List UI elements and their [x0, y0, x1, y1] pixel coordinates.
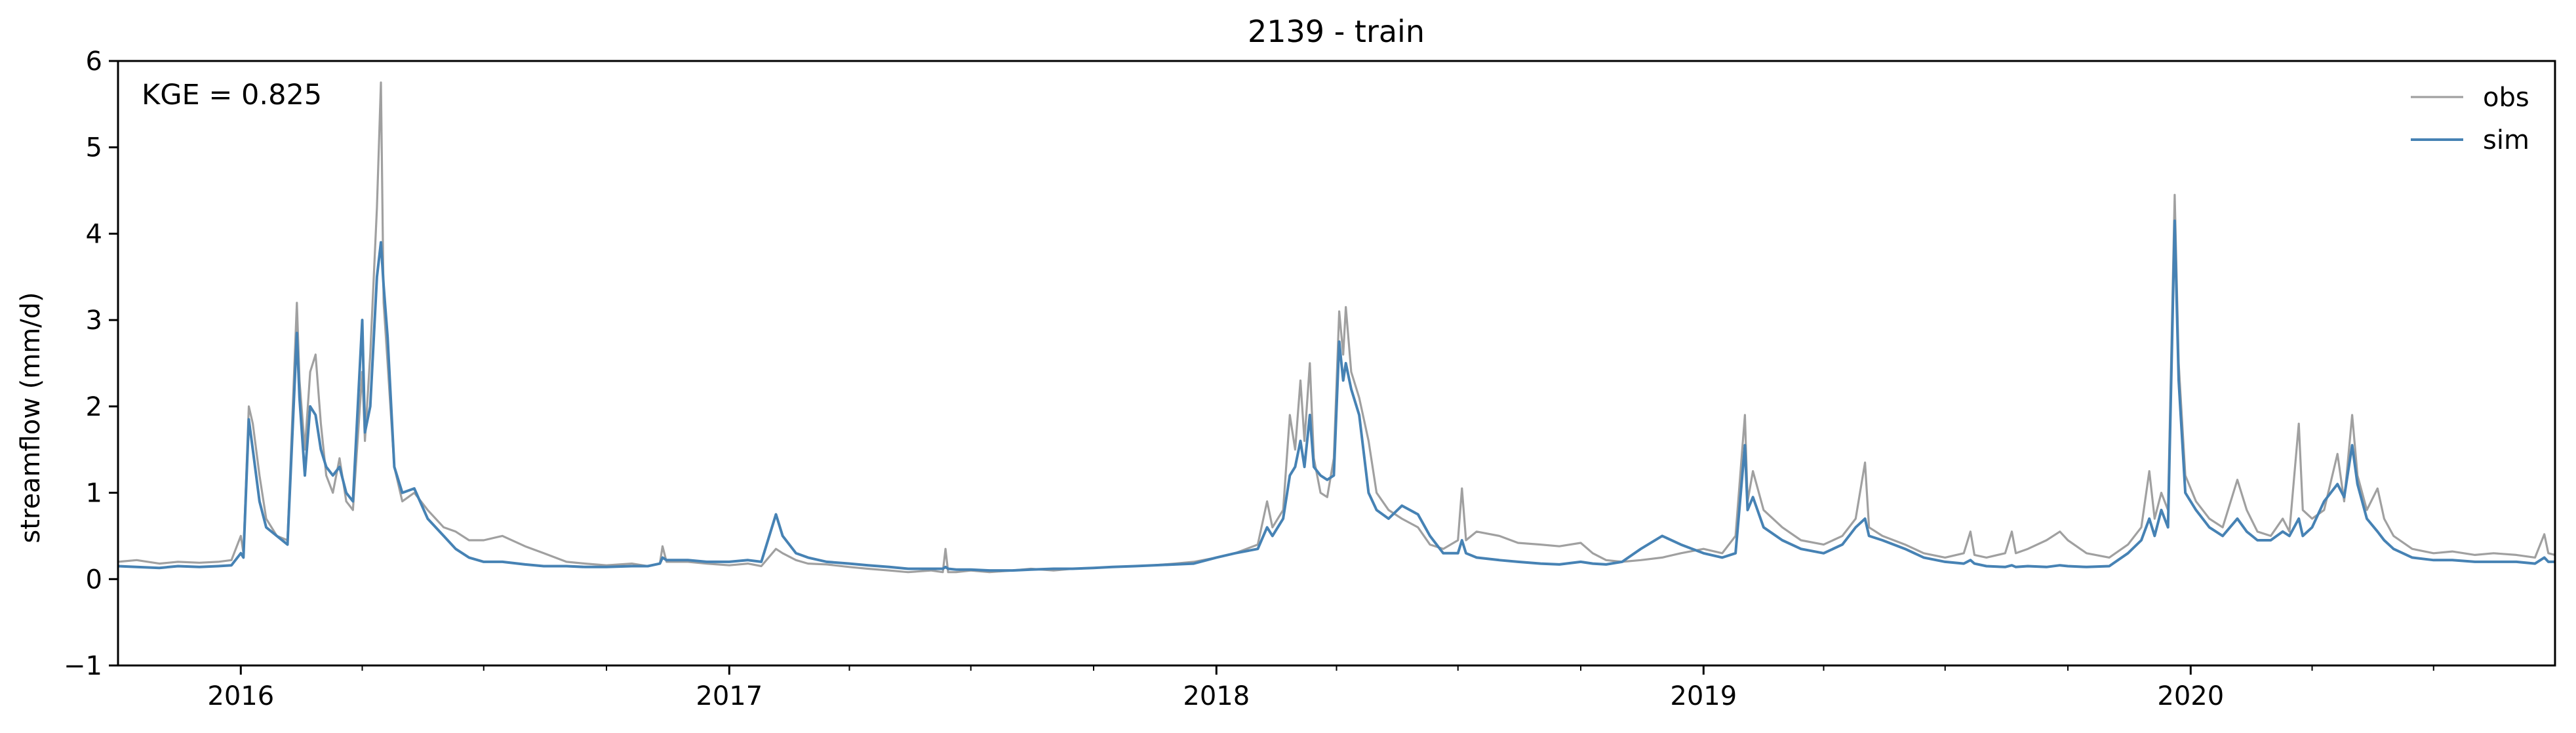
y-tick-label: −1: [64, 651, 102, 681]
y-tick-label: 4: [86, 219, 102, 249]
y-tick-label: 6: [86, 47, 102, 77]
legend-label-obs: obs: [2483, 83, 2529, 113]
series-line-sim: [117, 219, 2555, 572]
y-axis: −1 0 1 2 3 4 5 6: [64, 47, 118, 681]
x-tick-label: 2018: [1183, 681, 1250, 711]
y-tick-label: 2: [86, 392, 102, 422]
legend: obs sim: [2411, 83, 2529, 155]
x-tick-label: 2016: [207, 681, 274, 711]
plot-frame: [117, 60, 2556, 667]
x-axis: 2016 2017 2018 2019 2020: [207, 665, 2434, 711]
plot-series: [117, 81, 2556, 574]
y-tick-label: 5: [86, 133, 102, 163]
kge-annotation: KGE = 0.825: [142, 79, 322, 111]
y-tick-label: 1: [86, 479, 102, 509]
x-tick-label: 2020: [2157, 681, 2224, 711]
y-tick-label: 0: [86, 565, 102, 595]
y-tick-label: 3: [86, 306, 102, 336]
x-tick-label: 2017: [696, 681, 763, 711]
y-axis-label: streamflow (mm/d): [16, 292, 46, 543]
chart-title: 2139 - train: [1248, 14, 1425, 49]
x-tick-label: 2019: [1670, 681, 1737, 711]
legend-label-sim: sim: [2483, 125, 2529, 155]
